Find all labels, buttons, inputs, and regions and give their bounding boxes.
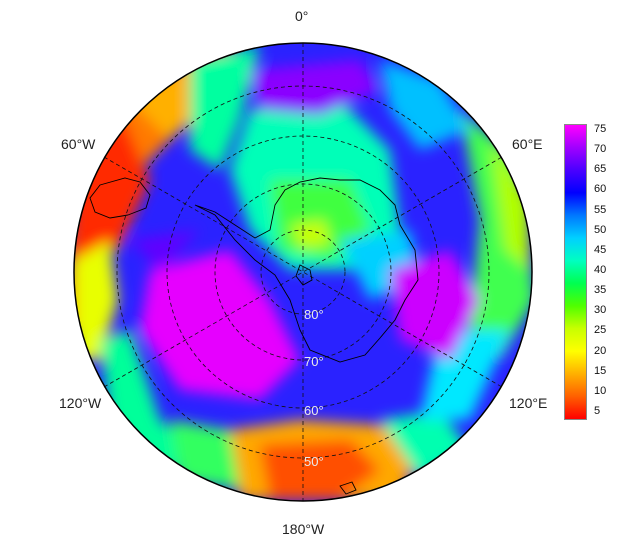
colorbar-tick-45: 45 [594, 243, 607, 256]
colorbar-tick-75: 75 [594, 123, 607, 135]
colorbar-tick-50: 50 [594, 223, 607, 236]
colorbar-tick-10: 10 [594, 384, 607, 397]
coastline-south-america [89, 177, 151, 219]
map-boundary [73, 42, 533, 502]
lon-label-0: 0° [295, 8, 309, 24]
colorbar-tick-15: 15 [594, 364, 607, 377]
lon-label-60w: 60°W [61, 136, 96, 152]
coastline-antarctica [194, 177, 419, 363]
colorbar-tick-5: 5 [594, 405, 601, 417]
colorbar-tick-65: 65 [594, 163, 607, 176]
lon-label-120e: 120°E [509, 395, 548, 411]
lat-label-80: 80° [304, 307, 324, 322]
lon-label-120w: 120°W [59, 395, 102, 411]
graticule [103, 43, 503, 501]
colorbar-tick-20: 20 [594, 344, 607, 357]
colorbar-tick-70: 70 [594, 143, 607, 156]
colorbar-tick-25: 25 [594, 324, 607, 337]
colorbar-tick-35: 35 [594, 284, 607, 297]
lon-label-60e: 60°E [512, 136, 543, 152]
lat-label-70: 70° [304, 354, 324, 369]
colorbar-tick-60: 60 [594, 183, 607, 196]
lat-label-50: 50° [304, 454, 324, 469]
colorbar [564, 124, 587, 420]
colorbar-tick-30: 30 [594, 304, 607, 317]
colorbar-tick-55: 55 [594, 203, 607, 216]
coastline-new-zealand [339, 481, 357, 495]
lat-label-60: 60° [304, 403, 324, 418]
colorbar-tick-40: 40 [594, 264, 607, 276]
lon-label-180w: 180°W [282, 521, 325, 537]
